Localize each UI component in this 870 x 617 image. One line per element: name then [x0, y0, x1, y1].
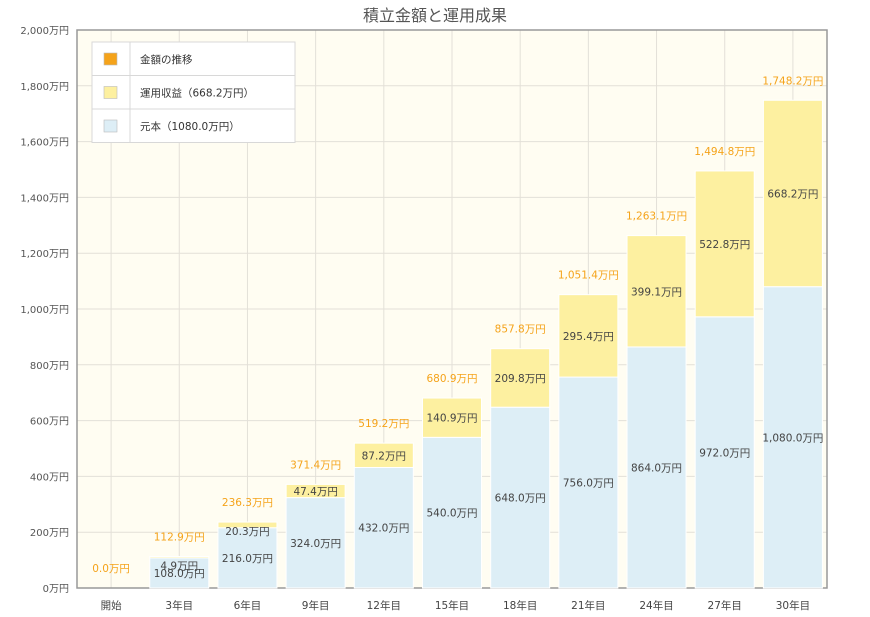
data-label-principal: 1,080.0万円 — [762, 432, 823, 444]
y-tick-label: 1,000万円 — [20, 305, 69, 316]
bar-return — [217, 521, 278, 529]
data-label-principal: 864.0万円 — [631, 462, 682, 474]
data-label-total: 112.9万円 — [154, 532, 205, 544]
data-label-principal: 648.0万円 — [495, 493, 546, 505]
legend-swatch — [103, 86, 118, 99]
legend-label: 金額の推移 — [140, 53, 193, 66]
bar-principal — [353, 466, 414, 589]
x-tick-label: 24年目 — [639, 599, 673, 612]
x-tick-label: 30年目 — [776, 599, 810, 612]
y-tick-label: 1,200万円 — [20, 249, 69, 260]
data-label-total: 680.9万円 — [426, 373, 477, 385]
x-tick-label: 27年目 — [708, 599, 742, 612]
data-label-return: 668.2万円 — [767, 188, 818, 200]
x-tick-label: 21年目 — [571, 599, 605, 612]
bar-return — [422, 397, 482, 438]
bar-principal — [285, 497, 346, 589]
bar-return — [353, 442, 414, 468]
x-tick-label: 3年目 — [165, 599, 193, 612]
data-label-total: 1,263.1万円 — [626, 211, 687, 223]
bar-principal — [558, 376, 619, 589]
y-tick-label: 1,800万円 — [20, 82, 69, 93]
x-tick-label: 6年目 — [234, 599, 262, 612]
bar-return — [558, 294, 619, 378]
data-label-return: 399.1万円 — [631, 286, 682, 298]
data-label-return: 87.2万円 — [362, 450, 406, 462]
data-label-total: 519.2万円 — [358, 418, 409, 430]
data-label-total: 857.8万円 — [495, 324, 546, 336]
chart-title: 積立金額と運用成果 — [362, 6, 507, 25]
bar-return — [762, 99, 823, 288]
bar-principal — [762, 286, 823, 589]
data-label-total: 236.3万円 — [222, 497, 273, 509]
data-label-principal: 216.0万円 — [222, 553, 273, 565]
data-label-return: 4.9万円 — [160, 561, 198, 573]
data-label-return: 20.3万円 — [225, 526, 269, 538]
bar-return — [694, 170, 755, 318]
y-tick-label: 0万円 — [43, 584, 69, 595]
data-label-principal: 540.0万円 — [426, 508, 477, 520]
data-label-principal: 324.0万円 — [290, 538, 341, 550]
y-tick-label: 800万円 — [30, 361, 69, 372]
y-tick-label: 400万円 — [30, 472, 69, 483]
bar-principal — [217, 527, 278, 589]
data-label-total: 1,494.8万円 — [694, 146, 755, 158]
y-tick-label: 2,000万円 — [20, 26, 69, 37]
data-label-principal: 108.0万円 — [154, 568, 205, 580]
data-label-principal: 972.0万円 — [699, 447, 750, 459]
bar-principal — [626, 346, 687, 589]
legend-box — [91, 41, 296, 143]
y-tick-label: 200万円 — [30, 528, 69, 539]
data-label-return: 209.8万円 — [495, 373, 546, 385]
bar-principal — [694, 316, 755, 589]
y-tick-label: 1,600万円 — [20, 138, 69, 149]
data-label-return: 295.4万円 — [563, 331, 614, 343]
legend-swatch — [103, 52, 118, 66]
x-tick-label: 9年目 — [302, 599, 330, 612]
legend-swatch — [103, 119, 118, 133]
bar-principal — [490, 406, 551, 589]
data-label-total: 371.4万円 — [290, 459, 341, 471]
bar-return — [285, 483, 346, 499]
legend-label: 元本（1080.0万円） — [140, 120, 240, 133]
x-tick-label: 18年目 — [503, 599, 537, 612]
data-label-total: 0.0万円 — [92, 563, 130, 575]
data-label-return: 47.4万円 — [293, 486, 337, 498]
x-tick-label: 15年目 — [435, 599, 469, 612]
data-label-return: 140.9万円 — [426, 413, 477, 425]
x-tick-label: 12年目 — [367, 599, 401, 612]
bar-return — [626, 235, 687, 348]
data-label-principal: 756.0万円 — [563, 478, 614, 490]
legend-label: 運用収益（668.2万円） — [140, 87, 254, 100]
y-tick-label: 1,400万円 — [20, 193, 69, 204]
data-label-return: 522.8万円 — [699, 239, 750, 251]
x-tick-label: 開始 — [101, 599, 122, 612]
bar-return — [149, 556, 210, 559]
data-label-total: 1,051.4万円 — [558, 270, 619, 282]
data-label-principal: 432.0万円 — [358, 523, 409, 535]
data-label-total: 1,748.2万円 — [762, 75, 823, 87]
y-tick-label: 600万円 — [30, 417, 69, 428]
bar-return — [490, 348, 551, 408]
bar-principal — [422, 436, 482, 589]
